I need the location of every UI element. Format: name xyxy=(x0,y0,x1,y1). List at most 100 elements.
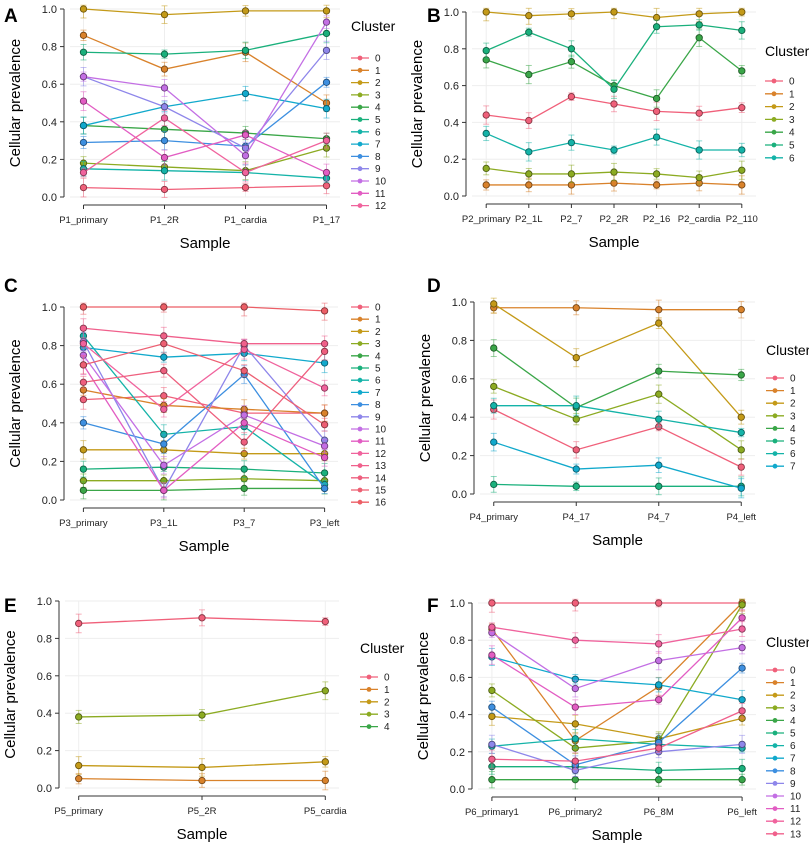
legend-swatch-point xyxy=(772,400,778,406)
series-line xyxy=(491,743,743,772)
legend-label: 11 xyxy=(375,437,386,448)
legend-item: 15 xyxy=(351,486,387,497)
data-point xyxy=(567,10,576,18)
y-tick-label: 1.0 xyxy=(42,4,57,16)
series-line xyxy=(491,617,743,708)
x-tick-label: P6_primary1 xyxy=(465,807,519,818)
y-tick-label: 0.2 xyxy=(42,154,57,166)
data-point xyxy=(737,371,745,379)
data-point xyxy=(738,8,746,16)
legend-item: 7 xyxy=(766,754,796,765)
series-line xyxy=(83,466,325,474)
data-point xyxy=(320,384,329,392)
x-tick-label: P1_17 xyxy=(313,215,340,226)
data-point xyxy=(490,300,498,308)
data-point xyxy=(738,104,746,112)
data-point xyxy=(571,599,579,607)
legend-label: 5 xyxy=(375,115,381,126)
data-point xyxy=(321,617,329,626)
legend-swatch-point xyxy=(771,117,777,122)
x-tick-label: P1_cardia xyxy=(224,215,267,226)
legend-label: 12 xyxy=(790,817,802,828)
legend-swatch-point xyxy=(357,304,363,310)
series-8 xyxy=(79,365,329,494)
data-point xyxy=(79,73,88,81)
series-1 xyxy=(79,29,331,112)
legend-item: 1 xyxy=(765,89,795,100)
legend-label: 5 xyxy=(375,364,381,375)
data-point xyxy=(490,480,498,489)
y-tick-label: 0.8 xyxy=(37,633,52,645)
panel-letter: C xyxy=(4,276,18,297)
legend-item: 3 xyxy=(360,710,390,721)
data-point xyxy=(695,173,703,182)
legend-swatch-point xyxy=(357,451,363,456)
data-point xyxy=(738,625,746,633)
data-point xyxy=(652,23,661,31)
legend-item: 3 xyxy=(766,411,796,422)
data-point xyxy=(321,776,329,785)
x-tick-label: P1_primary xyxy=(59,215,108,226)
legend-label: 3 xyxy=(375,90,381,101)
data-point xyxy=(79,419,88,427)
data-point xyxy=(655,681,663,689)
data-point xyxy=(320,347,329,356)
data-point xyxy=(79,486,88,494)
series-line xyxy=(493,303,742,418)
series-line xyxy=(83,373,326,489)
data-point xyxy=(738,740,746,749)
panel-letter: E xyxy=(4,596,17,617)
legend-item: 12 xyxy=(351,449,387,460)
legend-swatch-point xyxy=(357,55,363,61)
legend-label: 4 xyxy=(790,424,796,435)
x-tick-label: P2_1L xyxy=(515,214,542,225)
data-point xyxy=(738,67,746,75)
panel-letter: A xyxy=(4,6,18,27)
data-point xyxy=(738,707,746,715)
legend-label: 8 xyxy=(375,152,381,163)
data-point xyxy=(738,696,746,704)
series-16 xyxy=(79,302,329,321)
data-point xyxy=(610,85,618,93)
data-point xyxy=(655,766,663,775)
y-tick-label: 1.0 xyxy=(444,7,459,19)
panel-E: E 0.0 0.2 0.4 0.6 0.8 1.0 P5_primary P5_2R P5_car… xyxy=(2,596,405,843)
legend-swatch-point xyxy=(366,724,372,729)
x-tick-label: P2_16 xyxy=(643,214,670,225)
legend-item: 10 xyxy=(351,425,387,436)
legend-label: 3 xyxy=(789,115,795,126)
data-point xyxy=(160,167,169,175)
series-line xyxy=(83,49,328,149)
y-tick-label: 0.2 xyxy=(452,451,467,463)
legend-item: 14 xyxy=(351,473,387,484)
data-point xyxy=(572,354,580,362)
data-point xyxy=(75,619,83,628)
legend-swatch-point xyxy=(772,768,778,774)
series-13 xyxy=(79,318,329,352)
data-point xyxy=(488,755,496,763)
legend-item: 0 xyxy=(766,374,796,385)
series-2 xyxy=(79,440,329,462)
legend-swatch-point xyxy=(772,426,778,431)
legend-item: 11 xyxy=(766,804,801,815)
legend-item: 9 xyxy=(766,779,796,790)
data-point xyxy=(572,402,580,410)
series-line xyxy=(83,327,325,345)
series-0 xyxy=(488,598,746,613)
x-tick-label: P6_left xyxy=(727,807,757,818)
data-point xyxy=(572,304,580,312)
data-point xyxy=(198,776,206,785)
legend-item: 1 xyxy=(351,66,381,77)
series-10 xyxy=(79,15,331,166)
y-tick-label: 0.4 xyxy=(42,418,57,430)
legend-swatch-point xyxy=(357,390,363,395)
series-line xyxy=(82,354,325,467)
data-point xyxy=(738,26,746,35)
data-point xyxy=(652,107,661,116)
data-point xyxy=(571,703,579,711)
series-6 xyxy=(482,125,746,162)
legend-label: 12 xyxy=(375,201,387,212)
legend-item: 4 xyxy=(766,424,796,435)
legend-label: 8 xyxy=(375,400,381,411)
data-point xyxy=(320,469,329,477)
